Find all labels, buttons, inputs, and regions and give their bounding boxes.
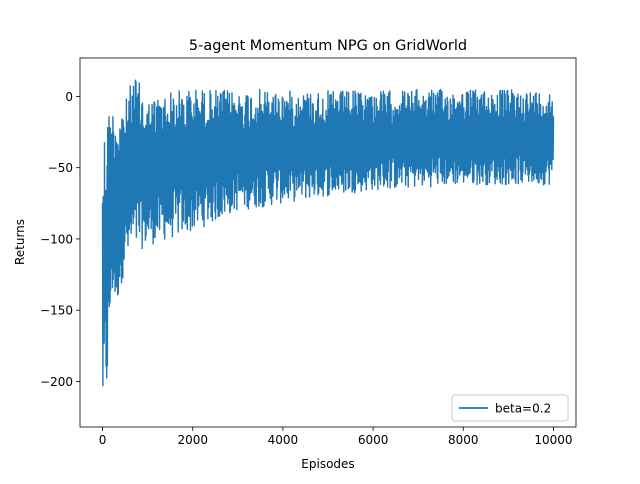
legend: beta=0.2 xyxy=(451,394,569,422)
x-tick-label: 2000 xyxy=(177,433,208,447)
y-tick-label: −50 xyxy=(48,161,73,175)
y-tick-label: −150 xyxy=(40,304,73,318)
x-tick-label: 4000 xyxy=(268,433,299,447)
legend-box xyxy=(451,394,569,422)
x-tick-label: 8000 xyxy=(448,433,479,447)
y-tick-label: 0 xyxy=(65,90,73,104)
y-axis: −200 −150 −100 −50 0 xyxy=(40,90,80,389)
x-axis-label: Episodes xyxy=(301,457,354,471)
plot-area xyxy=(101,79,555,387)
y-axis-label: Returns xyxy=(13,219,27,265)
series-line xyxy=(101,79,555,387)
chart-title: 5-agent Momentum NPG on GridWorld xyxy=(189,38,467,54)
y-tick-label: −200 xyxy=(40,375,73,389)
x-tick-label: 6000 xyxy=(358,433,389,447)
axes-frame xyxy=(79,57,577,428)
legend-label: beta=0.2 xyxy=(495,402,551,416)
x-tick-label: 10000 xyxy=(534,433,572,447)
x-tick-label: 0 xyxy=(99,433,107,447)
x-axis: 0 2000 4000 6000 8000 10000 xyxy=(99,427,573,447)
y-tick-label: −100 xyxy=(40,232,73,246)
